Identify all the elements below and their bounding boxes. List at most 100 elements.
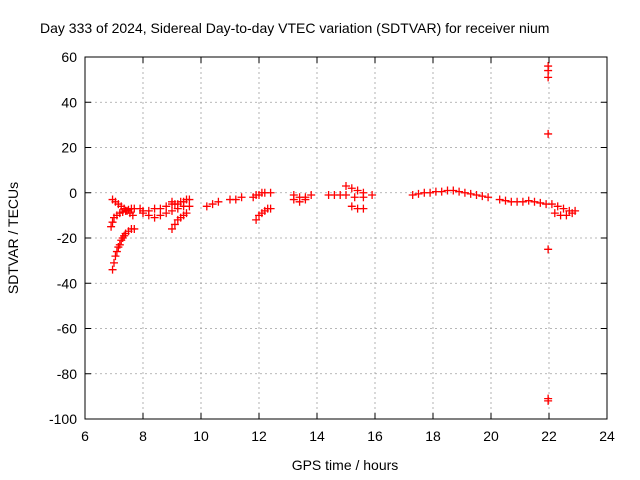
data-point: [449, 186, 458, 195]
data-point: [231, 195, 240, 204]
data-point: [202, 202, 211, 211]
data-point: [266, 188, 275, 197]
y-tick-label: -40: [57, 275, 77, 291]
data-point: [553, 202, 562, 211]
data-point: [144, 211, 153, 220]
y-tick-label: 0: [69, 185, 77, 201]
data-point: [414, 189, 423, 198]
data-point: [112, 247, 121, 256]
data-point: [568, 209, 577, 218]
data-point: [108, 218, 117, 227]
data-point: [544, 129, 553, 138]
data-points: [107, 62, 580, 405]
data-point: [359, 193, 368, 202]
data-point: [544, 73, 553, 82]
x-tick-label: 16: [367, 428, 383, 444]
data-point: [168, 224, 176, 233]
chart-title: Day 333 of 2024, Sidereal Day-to-day VTE…: [40, 20, 549, 36]
data-point: [350, 193, 359, 202]
x-tick-label: 22: [541, 428, 557, 444]
y-tick-label: -20: [57, 230, 77, 246]
data-point: [347, 184, 356, 193]
x-tick-label: 10: [193, 428, 209, 444]
x-tick-label: 20: [483, 428, 499, 444]
data-point: [426, 188, 435, 197]
data-point: [472, 191, 481, 200]
y-tick-label: -60: [57, 321, 77, 337]
x-axis-label: GPS time / hours: [292, 457, 399, 473]
data-point: [208, 200, 217, 209]
data-point: [524, 196, 533, 205]
data-point: [301, 195, 310, 204]
data-point: [214, 197, 223, 206]
data-point: [437, 187, 446, 196]
data-point: [518, 197, 527, 206]
x-tick-label: 6: [81, 428, 89, 444]
data-point: [162, 209, 171, 218]
y-axis-label: SDTVAR / TECUs: [5, 182, 21, 294]
data-point: [182, 209, 191, 218]
data-point: [237, 193, 246, 202]
series-arc-f: [168, 209, 191, 233]
series-arc-j: [226, 193, 246, 204]
data-point: [495, 195, 504, 204]
data-point: [484, 193, 493, 202]
series-arc-k: [249, 188, 275, 202]
y-tick-label: -100: [49, 411, 77, 427]
axis-ticks: 6 8 10 12 14 16 18 20 22 24 -100 -80 -60 -40 -20 0 20 40 6…: [49, 49, 615, 444]
data-point: [108, 265, 117, 274]
data-point: [466, 189, 475, 198]
data-point: [342, 191, 350, 200]
data-point: [156, 211, 165, 220]
data-point: [139, 209, 147, 218]
data-point: [460, 188, 469, 197]
series-arc-a: [108, 224, 139, 274]
y-tick-label: 40: [61, 94, 77, 110]
series-arc-r: [342, 191, 377, 202]
series-arc-q: [347, 202, 368, 213]
series-arc-t: [495, 195, 551, 209]
data-point: [107, 222, 116, 231]
data-point: [550, 209, 559, 218]
data-point: [562, 211, 571, 220]
grid-layer: [85, 57, 607, 419]
data-point: [150, 213, 159, 222]
data-point: [353, 186, 362, 195]
data-point: [547, 200, 556, 209]
x-tick-label: 18: [425, 428, 441, 444]
data-point: [544, 66, 553, 75]
series-arc-e: [139, 209, 171, 222]
data-point: [173, 204, 182, 213]
data-point: [168, 206, 176, 215]
data-point: [544, 245, 553, 254]
series-arc-o: [324, 191, 345, 200]
data-point: [347, 202, 356, 211]
data-point: [115, 240, 124, 249]
data-point: [342, 181, 350, 190]
data-point: [544, 396, 553, 405]
series-arc-s: [408, 186, 493, 202]
x-tick-label: 8: [139, 428, 147, 444]
data-point: [110, 258, 118, 267]
data-point: [295, 197, 304, 206]
series-arc-b: [107, 204, 139, 231]
y-tick-label: -80: [57, 366, 77, 382]
y-tick-label: 60: [61, 49, 77, 65]
x-tick-label: 24: [599, 428, 615, 444]
data-point: [156, 204, 165, 213]
series-arc-l: [252, 204, 275, 224]
series-outliers: [544, 62, 553, 405]
data-point: [289, 195, 298, 204]
data-point: [170, 220, 179, 229]
data-point: [536, 198, 545, 207]
data-point: [266, 204, 275, 213]
data-point: [307, 191, 316, 200]
series-arc-i: [202, 197, 223, 211]
data-point: [530, 197, 539, 206]
data-point: [130, 224, 139, 233]
y-tick-label: 20: [61, 140, 77, 156]
data-point: [128, 211, 137, 220]
series-arc-n: [289, 195, 310, 206]
x-tick-label: 12: [251, 428, 267, 444]
